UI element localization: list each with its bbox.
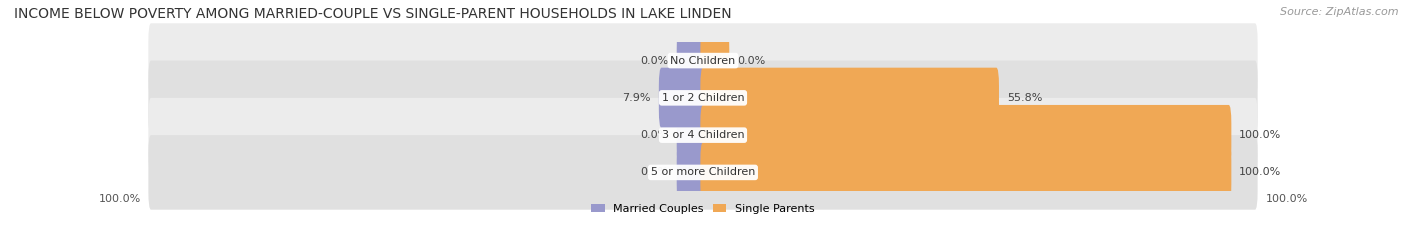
FancyBboxPatch shape [700, 105, 1232, 165]
Text: 0.0%: 0.0% [641, 130, 669, 140]
FancyBboxPatch shape [676, 142, 706, 203]
Text: 100.0%: 100.0% [1265, 194, 1308, 204]
Legend: Married Couples, Single Parents: Married Couples, Single Parents [586, 199, 820, 218]
Text: 0.0%: 0.0% [641, 56, 669, 65]
FancyBboxPatch shape [659, 68, 706, 128]
Text: No Children: No Children [671, 56, 735, 65]
FancyBboxPatch shape [676, 105, 706, 165]
Text: 3 or 4 Children: 3 or 4 Children [662, 130, 744, 140]
FancyBboxPatch shape [149, 98, 1257, 172]
Text: 100.0%: 100.0% [1239, 168, 1281, 177]
Text: 100.0%: 100.0% [1239, 130, 1281, 140]
Text: 100.0%: 100.0% [98, 194, 141, 204]
Text: 55.8%: 55.8% [1007, 93, 1042, 103]
Text: 1 or 2 Children: 1 or 2 Children [662, 93, 744, 103]
FancyBboxPatch shape [700, 30, 730, 91]
Text: 5 or more Children: 5 or more Children [651, 168, 755, 177]
FancyBboxPatch shape [149, 135, 1257, 210]
FancyBboxPatch shape [676, 30, 706, 91]
Text: 0.0%: 0.0% [641, 168, 669, 177]
Text: INCOME BELOW POVERTY AMONG MARRIED-COUPLE VS SINGLE-PARENT HOUSEHOLDS IN LAKE LI: INCOME BELOW POVERTY AMONG MARRIED-COUPL… [14, 7, 731, 21]
FancyBboxPatch shape [149, 23, 1257, 98]
Text: Source: ZipAtlas.com: Source: ZipAtlas.com [1281, 7, 1399, 17]
Text: 7.9%: 7.9% [623, 93, 651, 103]
FancyBboxPatch shape [149, 61, 1257, 135]
Text: 0.0%: 0.0% [737, 56, 765, 65]
FancyBboxPatch shape [700, 68, 1000, 128]
FancyBboxPatch shape [700, 142, 1232, 203]
